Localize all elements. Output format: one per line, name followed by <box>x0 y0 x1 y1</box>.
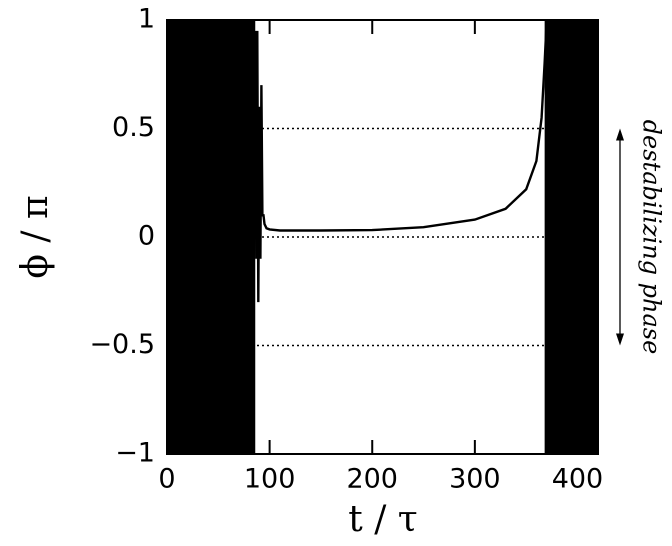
arrow-head <box>616 128 624 141</box>
y-tick-label: −0.5 <box>89 329 155 360</box>
y-tick-label: 0 <box>138 221 155 252</box>
y-tick-label: −1 <box>115 438 155 469</box>
x-tick-label: 300 <box>449 464 501 495</box>
y-axis-label: ϕ / π <box>15 195 56 278</box>
x-tick-label: 0 <box>158 464 175 495</box>
x-axis-label: t / τ <box>348 499 417 540</box>
x-tick-label: 200 <box>346 464 398 495</box>
x-tick-label: 100 <box>244 464 296 495</box>
y-tick-label: 0.5 <box>112 112 155 143</box>
arrow-head <box>616 333 624 346</box>
data-line <box>254 19 548 303</box>
x-tick-label: 400 <box>552 464 604 495</box>
annotation: destabilizing phase <box>638 120 666 355</box>
y-tick-label: 1 <box>138 4 155 35</box>
oscillation-band <box>167 20 256 454</box>
